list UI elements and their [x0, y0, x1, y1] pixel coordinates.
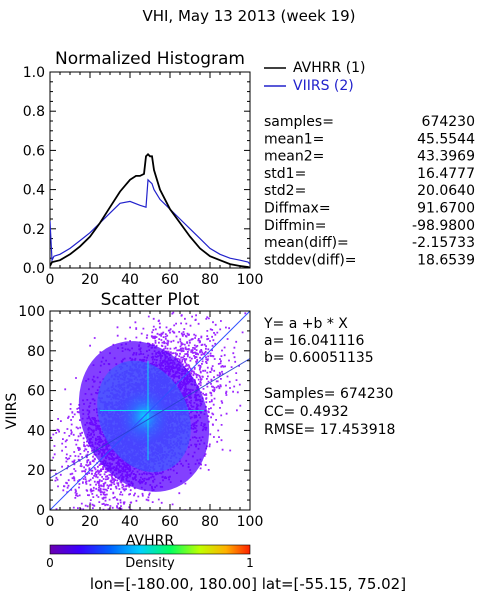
stat-label: std2= — [264, 183, 306, 199]
metric-cc: CC= 0.4932 — [264, 404, 349, 420]
scatter-xtick-label: 80 — [201, 514, 219, 530]
histogram-legend: AVHRR (1) VIIRS (2) — [264, 60, 366, 94]
stat-label: samples= — [264, 114, 334, 130]
region-bounds: lon=[-180.00, 180.00] lat=[-55.15, 75.02… — [90, 575, 406, 593]
scatter-ytick-label: 0 — [36, 503, 45, 519]
stat-label: mean2= — [264, 149, 324, 165]
legend-viirs-label: VIIRS (2) — [293, 78, 354, 94]
stat-value: 91.6700 — [417, 201, 475, 217]
hist-ytick-label: 1.0 — [23, 65, 45, 81]
stat-label: Diffmax= — [264, 201, 331, 217]
stat-value: 674230 — [422, 114, 475, 130]
stat-value: 16.4777 — [417, 166, 475, 182]
one-to-one-line — [50, 311, 250, 510]
hist-xtick-label: 40 — [121, 272, 139, 288]
histogram-lines — [50, 153, 250, 268]
stat-value: 45.5544 — [417, 131, 475, 147]
stat-value: -2.15733 — [412, 235, 475, 251]
histogram-series-avhrr — [50, 153, 250, 268]
hist-ytick-label: 0.2 — [23, 222, 45, 238]
histogram-frame — [49, 71, 251, 269]
stats-block: samples= 674230 mean1= 45.5544 mean2= 43.3969… — [264, 114, 475, 268]
colorbar-label: Density — [125, 556, 175, 571]
stat-value: 20.0640 — [417, 183, 475, 199]
colorbar-max-label: 1 — [246, 556, 254, 570]
regression-equation: Y= a +b * X — [263, 316, 348, 332]
regression-b: b= 0.60051135 — [264, 350, 374, 366]
scatter-xtick-label: 100 — [237, 514, 264, 530]
legend-avhrr-label: AVHRR (1) — [293, 60, 366, 76]
histogram-panel: Normalized Histogram 0 20 40 60 80 1000.00.20… — [23, 49, 366, 288]
scatter-ytick-label: 60 — [27, 384, 45, 400]
scatter-density-cloud — [50, 311, 250, 510]
hist-ytick-label: 0.4 — [23, 183, 45, 199]
scatter-ytick-label: 100 — [18, 304, 45, 320]
hist-xtick-label: 20 — [81, 272, 99, 288]
scatter-xtick-label: 60 — [161, 514, 179, 530]
colorbar: 0 Density 1 — [46, 544, 254, 571]
hist-xtick-label: 60 — [161, 272, 179, 288]
colorbar-gradient — [49, 544, 251, 555]
scatter-ytick-label: 80 — [27, 344, 45, 360]
metric-samples: Samples= 674230 — [264, 386, 393, 402]
scatter-ytick-label: 40 — [27, 423, 45, 439]
scatter-xtick-label: 20 — [81, 514, 99, 530]
stat-label: stddev(diff)= — [264, 252, 357, 268]
scatter-ytick-label: 20 — [27, 463, 45, 479]
hist-xtick-label: 0 — [46, 272, 55, 288]
metric-rmse: RMSE= 17.453918 — [264, 422, 395, 438]
regression-line — [50, 358, 250, 479]
page-title: VHI, May 13 2013 (week 19) — [142, 7, 355, 25]
hist-xtick-label: 100 — [237, 272, 264, 288]
stat-value: -98.9800 — [412, 218, 475, 234]
histogram-series-viirs — [50, 178, 250, 265]
hist-ytick-label: 0.0 — [23, 261, 45, 277]
scatter-xtick-label: 0 — [46, 514, 55, 530]
regression-a: a= 16.041116 — [264, 333, 365, 349]
stat-label: mean1= — [264, 131, 324, 147]
histogram-ticks: 0 20 40 60 80 100 0.0 0.2 0.4 0.6 0.8 1.0 — [23, 65, 264, 288]
histogram-title: Normalized Histogram — [55, 49, 245, 69]
scatter-ticks: 0 20 40 60 80 100 0 20 40 60 80 100 — [18, 304, 263, 530]
scatter-ylabel: VIIRS — [4, 393, 20, 430]
stat-label: mean(diff)= — [264, 235, 349, 251]
regression-block: Y= a +b * X a= 16.041116 b= 0.60051135 S… — [263, 316, 395, 438]
stat-label: std1= — [264, 166, 306, 182]
scatter-xtick-label: 40 — [121, 514, 139, 530]
colorbar-min-label: 0 — [46, 556, 54, 570]
scatter-title: Scatter Plot — [101, 290, 200, 310]
stat-value: 43.3969 — [417, 149, 475, 165]
stat-label: Diffmin= — [264, 218, 326, 234]
hist-xtick-label: 80 — [201, 272, 219, 288]
stat-value: 18.6539 — [417, 252, 475, 268]
hist-ytick-label: 0.8 — [23, 104, 45, 120]
hist-ytick-label: 0.6 — [23, 143, 45, 159]
